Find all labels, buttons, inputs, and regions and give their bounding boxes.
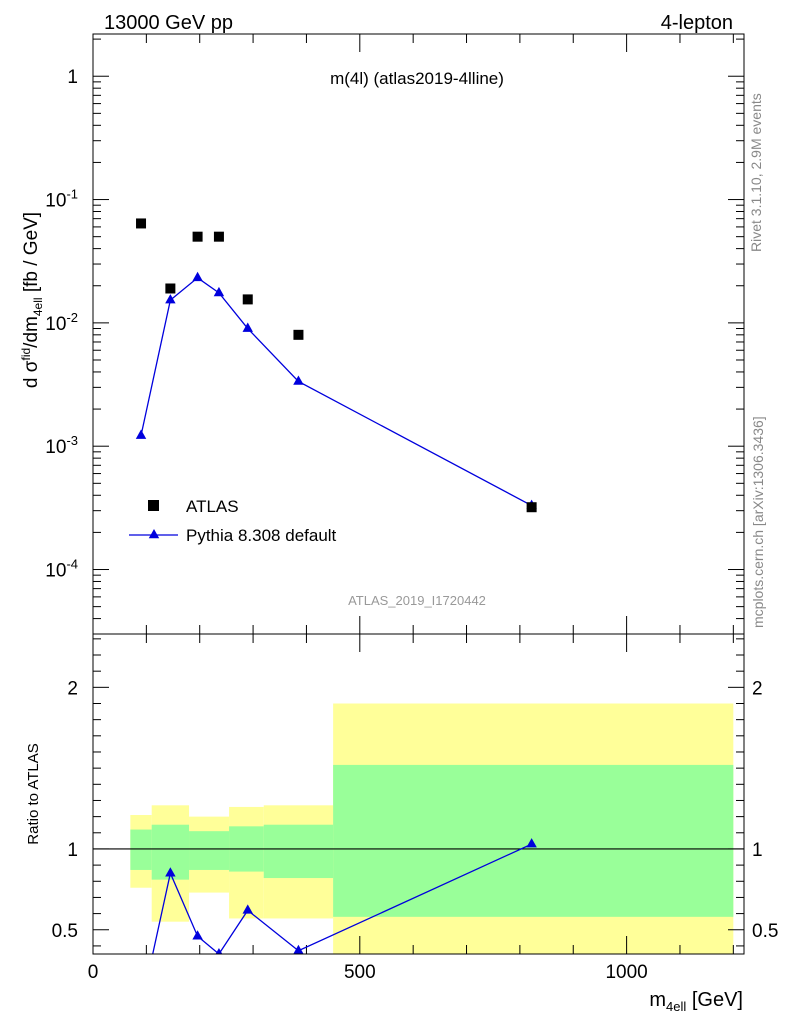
y-tick-exp: -2 bbox=[66, 310, 78, 325]
ylabel-part2: /dm bbox=[21, 316, 42, 348]
data-point-1 bbox=[165, 283, 176, 294]
ratio-point-5 bbox=[293, 944, 304, 954]
y-tick-exp: -1 bbox=[66, 187, 78, 202]
ratio-y-tick-label-right-2: 2 bbox=[752, 678, 763, 699]
data-point-0 bbox=[136, 218, 147, 229]
ratio-point-1 bbox=[165, 867, 176, 877]
x-tick-label-1: 500 bbox=[344, 962, 376, 983]
xlabel-sub: 4ell bbox=[666, 999, 686, 1014]
data-point-2 bbox=[192, 231, 203, 242]
ratio-point-2 bbox=[192, 930, 203, 940]
mcplots-label: mcplots.cern.ch [arXiv:1306.3436] bbox=[750, 416, 766, 628]
mc-point-3 bbox=[213, 286, 225, 297]
header-left: 13000 GeV pp bbox=[104, 12, 233, 34]
legend: ATLAS Pythia 8.308 default bbox=[129, 497, 337, 545]
legend-data-label: ATLAS bbox=[186, 497, 239, 516]
band-inner-5 bbox=[333, 764, 734, 917]
band-inner-0 bbox=[130, 829, 152, 870]
ratio-point-3 bbox=[215, 948, 223, 954]
y-tick-label-0: 10-4 bbox=[45, 557, 78, 582]
mc-line bbox=[140, 276, 532, 507]
ratio-y-axis-label: Ratio to ATLAS bbox=[25, 743, 42, 844]
mc-point-5 bbox=[293, 375, 304, 385]
band-inner-2 bbox=[189, 831, 230, 870]
ratio-point-6 bbox=[526, 838, 537, 848]
ratio-point-4 bbox=[242, 904, 253, 914]
mc-point-4 bbox=[242, 322, 253, 332]
data-point-3 bbox=[213, 231, 224, 242]
y-tick-base: 10 bbox=[45, 437, 66, 458]
ratio-bands bbox=[130, 703, 734, 954]
legend-data-marker bbox=[148, 500, 159, 511]
data-point-4 bbox=[242, 294, 253, 305]
ratio-frame bbox=[92, 633, 745, 955]
x-tick-label-0: 0 bbox=[88, 962, 99, 983]
plot-title: m(4l) (atlas2019-4lline) bbox=[330, 69, 504, 88]
xlabel-unit: [GeV] bbox=[686, 989, 743, 1011]
y-tick-label-3: 10-1 bbox=[45, 187, 78, 212]
ratio-y-tick-label-right-0: 0.5 bbox=[752, 921, 778, 942]
main-plot-data bbox=[135, 218, 537, 513]
mc-point-1 bbox=[165, 294, 176, 304]
ylabel-part1: d σ bbox=[21, 360, 42, 388]
ylabel-sup: fid bbox=[19, 348, 33, 361]
analysis-id: ATLAS_2019_I1720442 bbox=[348, 593, 486, 608]
ylabel-sub: 4ell bbox=[31, 297, 45, 316]
y-tick-base: 10 bbox=[45, 191, 66, 212]
x-axis-label: m4ell [GeV] bbox=[649, 989, 743, 1014]
y-tick-label-2: 10-2 bbox=[45, 310, 78, 335]
x-tick-label-2: 1000 bbox=[605, 962, 647, 983]
y-tick-base: 1 bbox=[67, 67, 78, 88]
ratio-y-tick-label-left-0: 0.5 bbox=[52, 921, 78, 942]
ylabel-part3: [fb / GeV] bbox=[21, 212, 42, 298]
ratio-y-tick-label-right-1: 1 bbox=[752, 840, 763, 861]
y-tick-label-4: 1 bbox=[67, 67, 78, 88]
rivet-label: Rivet 3.1.10, 2.9M events bbox=[748, 93, 764, 252]
legend-mc-marker bbox=[148, 529, 160, 539]
header-right: 4-lepton bbox=[661, 12, 733, 34]
mc-point-0 bbox=[135, 429, 147, 439]
y-axis-label: d σfid/dm4ell [fb / GeV] bbox=[19, 212, 45, 388]
mc-point-2 bbox=[192, 271, 203, 282]
ratio-plot-data bbox=[93, 838, 744, 1010]
y-tick-base: 10 bbox=[45, 314, 66, 335]
ratio-y-tick-label-left-1: 1 bbox=[67, 840, 78, 861]
legend-mc-label: Pythia 8.308 default bbox=[186, 526, 337, 545]
ratio-y-tick-label-left-2: 2 bbox=[67, 678, 78, 699]
y-tick-label-1: 10-3 bbox=[45, 433, 78, 458]
data-point-5 bbox=[293, 329, 304, 340]
xlabel-m: m bbox=[649, 989, 666, 1011]
y-tick-exp: -3 bbox=[66, 433, 78, 448]
data-point-6 bbox=[526, 502, 537, 513]
y-tick-base: 10 bbox=[45, 561, 66, 582]
ratio-point-0 bbox=[136, 1001, 146, 1010]
y-tick-exp: -4 bbox=[66, 557, 78, 572]
band-inner-4 bbox=[263, 824, 334, 879]
